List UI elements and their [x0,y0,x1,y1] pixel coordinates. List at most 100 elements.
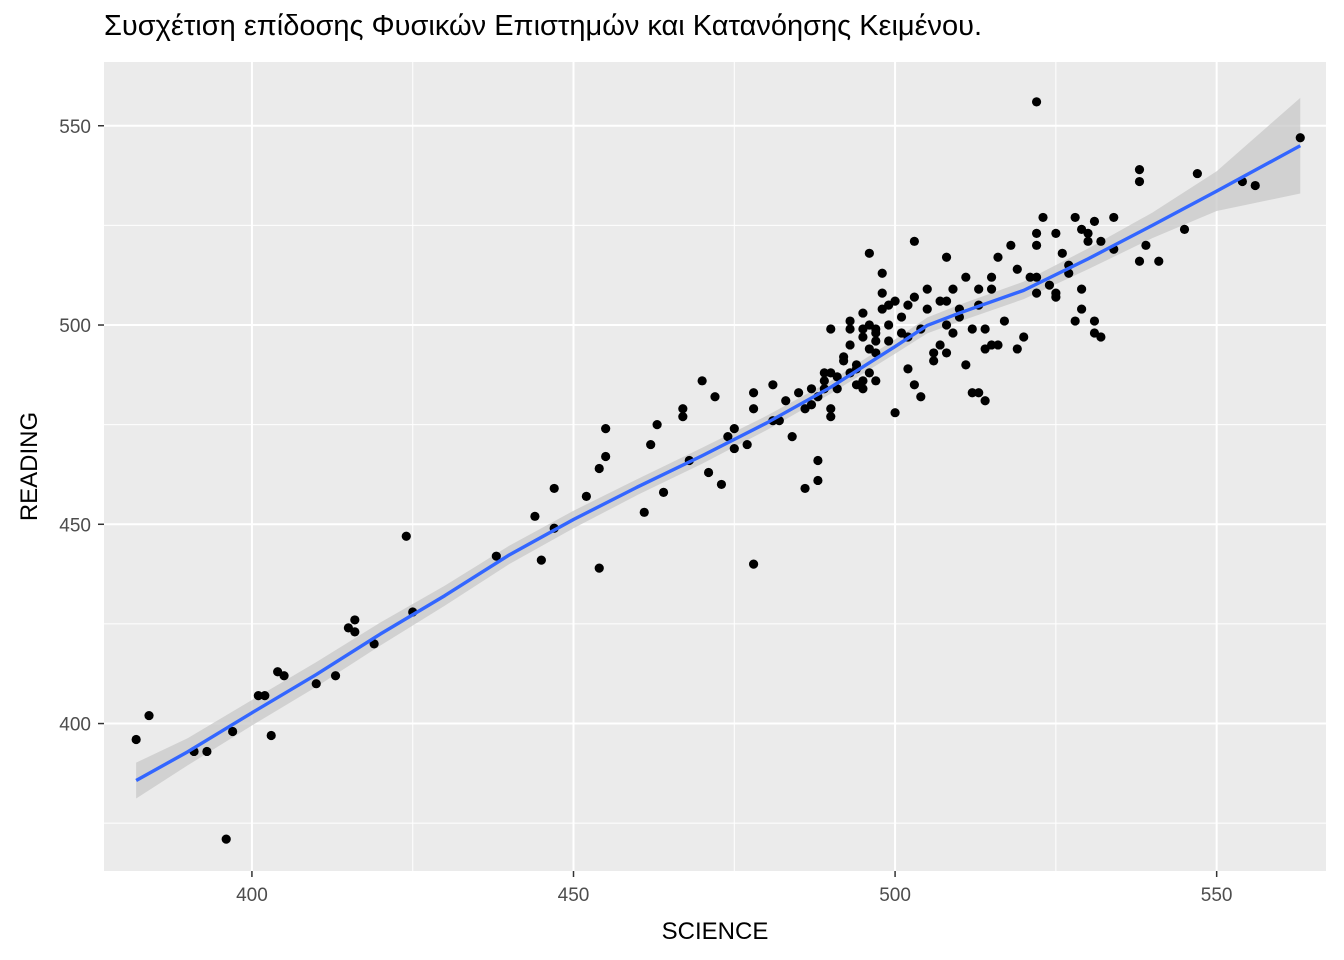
data-point [1077,304,1087,314]
data-point [974,284,984,294]
data-point [1051,228,1061,238]
x-axis-ticks: 400 450 500 550 [236,871,1233,906]
data-point [253,691,263,701]
data-point [781,396,791,406]
data-point [948,328,958,338]
data-point [787,432,797,442]
data-point [871,376,881,386]
data-point [935,340,945,350]
data-point [1134,256,1145,266]
data-point [549,483,559,494]
data-point [935,296,945,306]
data-point [601,424,611,434]
data-point [594,563,604,573]
data-point [909,236,919,246]
y-axis-title: READING [16,412,43,521]
data-point [819,368,829,378]
data-point [491,551,501,561]
data-point [961,272,971,282]
data-point [929,348,939,358]
data-point [1179,224,1190,234]
data-point [639,507,649,517]
x-tick-label: 500 [879,885,911,906]
data-point [1025,272,1035,282]
data-point [768,380,778,390]
data-point [845,324,855,334]
data-point [723,432,733,442]
data-point [1038,212,1048,223]
data-point [279,671,289,681]
data-point [980,324,990,334]
data-point [967,324,977,334]
data-point [967,388,977,398]
y-tick-label: 500 [59,316,91,337]
data-point [1057,248,1067,258]
data-point [890,408,900,418]
data-point [864,368,874,378]
data-point [941,296,952,306]
x-tick-label: 450 [558,885,590,906]
data-point [884,336,894,346]
data-point [646,439,656,450]
data-point [1134,165,1145,175]
data-point [311,679,321,689]
data-point [742,439,752,450]
data-point [832,372,842,382]
data-point [710,392,720,402]
data-point [350,627,360,637]
data-point [871,328,881,338]
data-point [652,420,662,430]
data-point [697,376,707,386]
data-point [999,316,1010,326]
data-point [845,340,855,350]
data-point [1154,256,1164,266]
data-point [986,284,997,294]
data-point [871,336,881,346]
data-point [794,388,804,398]
data-point [1051,292,1061,302]
data-point [858,376,868,386]
data-point [922,284,932,294]
data-point [748,388,759,398]
data-point [813,455,823,466]
data-point [144,710,154,721]
data-point [877,288,887,298]
data-point [974,388,984,398]
y-tick-label: 450 [59,515,91,536]
smooth-line [135,144,1302,783]
data-points [131,97,1305,844]
data-point [1192,168,1202,179]
data-point [941,320,952,330]
data-point [221,834,231,844]
data-point [993,340,1003,350]
data-point [266,730,276,741]
data-point [678,404,688,414]
data-point [929,356,939,366]
data-point [1070,316,1080,326]
data-point [864,248,874,258]
y-tick-label: 550 [59,117,91,138]
data-point [896,312,907,322]
data-point [1031,240,1042,250]
data-point [658,487,669,498]
data-point [601,451,611,462]
data-point [858,384,868,394]
data-point [826,324,836,334]
data-point [903,300,913,310]
data-point [948,284,958,294]
data-point [1109,212,1119,223]
data-point [131,734,141,745]
data-point [1031,288,1042,298]
data-point [260,691,270,701]
data-point [941,348,952,358]
data-point [909,292,919,302]
data-point [916,392,926,402]
data-point [819,376,829,386]
data-point [871,348,881,358]
data-point [228,726,238,737]
data-point [858,308,868,318]
data-point [941,252,952,262]
data-point [806,400,817,410]
data-point [594,463,604,474]
data-point [530,511,540,521]
